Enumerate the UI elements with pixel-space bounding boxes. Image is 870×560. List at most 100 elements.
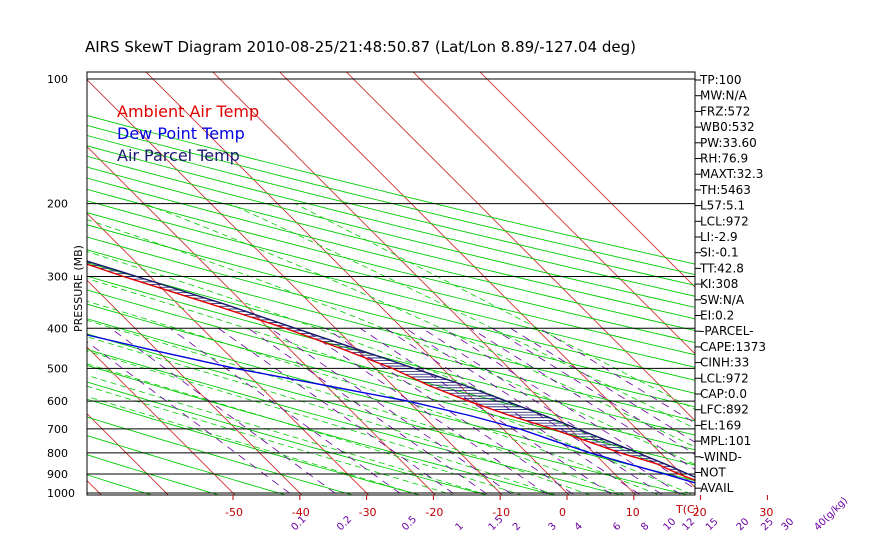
side-panel-item: TT:42.8 [699, 261, 744, 275]
bottom-temp-tick-label: 10 [626, 506, 640, 519]
chart-title: AIRS SkewT Diagram 2010-08-25/21:48:50.8… [85, 38, 636, 56]
grid-layer [0, 60, 695, 502]
dry-adiabat-line [87, 224, 695, 381]
isotherm-line [87, 413, 169, 495]
side-panel-item: LFC:892 [700, 403, 749, 417]
pressure-tick-label: 800 [47, 447, 68, 460]
dry-adiabat-line [87, 333, 690, 495]
dry-adiabat-line [87, 416, 355, 495]
side-panel-item: RH:76.9 [700, 152, 748, 166]
dry-adiabat-line [87, 249, 695, 408]
side-panel-item: -WIND- [700, 450, 742, 464]
mixing-ratio-line [359, 327, 614, 495]
dry-adiabat-line [87, 188, 695, 343]
dry-adiabat-line [87, 124, 695, 276]
isotherm-line [145, 72, 570, 495]
y-axis-label: PRESSURE (MB) [72, 245, 85, 332]
side-panel-item: NOT [700, 466, 726, 480]
pressure-tick-label: 300 [47, 271, 68, 284]
dry-adiabat-line [87, 177, 695, 332]
mixing-ratio-line [325, 327, 576, 495]
moist-adiabat-line [87, 374, 489, 495]
bottom-temp-tick-label: 0 [559, 506, 566, 519]
dry-adiabat-line [87, 236, 695, 394]
side-panel-item: WB0:532 [700, 120, 755, 134]
pressure-tick-label: 1000 [47, 487, 75, 500]
mixing-ratio-tick-label: 8 [639, 521, 651, 533]
dry-adiabat-line [87, 262, 695, 422]
mixing-ratio-line [421, 327, 683, 495]
pressure-tick-label: 700 [47, 423, 68, 436]
dry-adiabat-line [87, 145, 695, 297]
mixing-ratio-line [301, 327, 549, 495]
mixing-ratio-line [442, 327, 695, 490]
pressure-tick-label: 500 [47, 362, 68, 375]
moist-adiabat-line [87, 350, 557, 495]
mixing-ratio-tick-label: 6 [611, 521, 623, 533]
mixing-ratio-tick-label: 10 [662, 516, 679, 533]
side-panel-item: -PARCEL- [700, 324, 754, 338]
legend-entry: Ambient Air Temp [117, 102, 259, 121]
isotherm-line [0, 60, 41, 502]
isotherm-line [87, 279, 303, 495]
mixing-ratio-tick-label: 40(g/kg) [812, 495, 850, 533]
moist-adiabat-line [87, 300, 661, 495]
mixing-ratio-line [470, 327, 695, 470]
ambient-temp-line [87, 263, 695, 481]
moist-adiabat-line [87, 219, 695, 465]
mixing-ratio-tick-label: 0.2 [335, 514, 354, 533]
mixing-ratio-line [269, 327, 514, 495]
legend: Ambient Air Temp Dew Point Temp Air Parcel… [117, 102, 259, 165]
moist-adiabat-line [294, 203, 695, 410]
moist-adiabat-line [87, 385, 455, 495]
mixing-ratio-line [247, 327, 490, 495]
mixing-ratio-line [110, 327, 339, 495]
isotherm-line [87, 346, 236, 495]
mixing-ratio-tick-label: 4 [573, 521, 585, 533]
dry-adiabat-line [87, 398, 422, 495]
side-panel-item: EL:169 [700, 418, 741, 432]
dry-adiabat-line [87, 115, 695, 265]
dry-adiabat-line [87, 289, 695, 451]
dry-adiabat-line [87, 155, 695, 308]
dewpoint-temp-line [87, 334, 695, 484]
legend-entry: Dew Point Temp [117, 124, 245, 143]
x-axis-unit-label: T(C) [675, 503, 699, 516]
side-panel-item: LCL:972 [700, 371, 749, 385]
side-panel-item: LI:-2.9 [700, 230, 738, 244]
dry-adiabat-line [87, 364, 556, 495]
side-panel-item: EI:0.2 [700, 309, 734, 323]
side-panel-item: PW:33.60 [700, 136, 757, 150]
isotherm-line [278, 72, 695, 489]
dry-adiabat-line [87, 212, 695, 368]
moist-adiabat-line [87, 336, 592, 495]
moist-adiabat-line [87, 319, 626, 495]
data-layer [87, 260, 695, 484]
bottom-temp-tick-label: 30 [759, 506, 773, 519]
legend-entry: Air Parcel Temp [117, 146, 240, 165]
dry-adiabat-line [87, 381, 489, 495]
dry-adiabat-line [87, 348, 623, 495]
bottom-temp-tick-label: -30 [359, 506, 377, 519]
parcel-temp-line [87, 260, 695, 478]
pressure-tick-label: 100 [47, 73, 68, 86]
isotherm-line [87, 79, 503, 495]
mixing-ratio-tick-label: 2 [511, 521, 523, 533]
mixing-ratio-line [169, 327, 404, 495]
side-panel-item: TH:5463 [699, 183, 751, 197]
dry-adiabat-line [87, 275, 695, 436]
dry-adiabat-line [87, 435, 288, 495]
mixing-ratio-tick-label: 1 [454, 521, 466, 533]
side-panel-item: CINH:33 [700, 356, 749, 370]
side-panel-item: SW:N/A [700, 293, 745, 307]
moist-adiabat-line [229, 203, 695, 429]
isotherm-line [212, 72, 637, 495]
side-panel-item: CAP:0.0 [700, 387, 747, 401]
side-panel-item: CAPE:1373 [700, 340, 766, 354]
side-panel-item: FRZ:572 [700, 104, 750, 118]
isotherm-line [87, 145, 437, 495]
mixing-ratio-line [87, 341, 293, 495]
bottom-temp-tick-label: -10 [492, 506, 510, 519]
bottom-temp-tick-label: -50 [225, 506, 243, 519]
bottom-temp-tick-label: -20 [425, 506, 443, 519]
